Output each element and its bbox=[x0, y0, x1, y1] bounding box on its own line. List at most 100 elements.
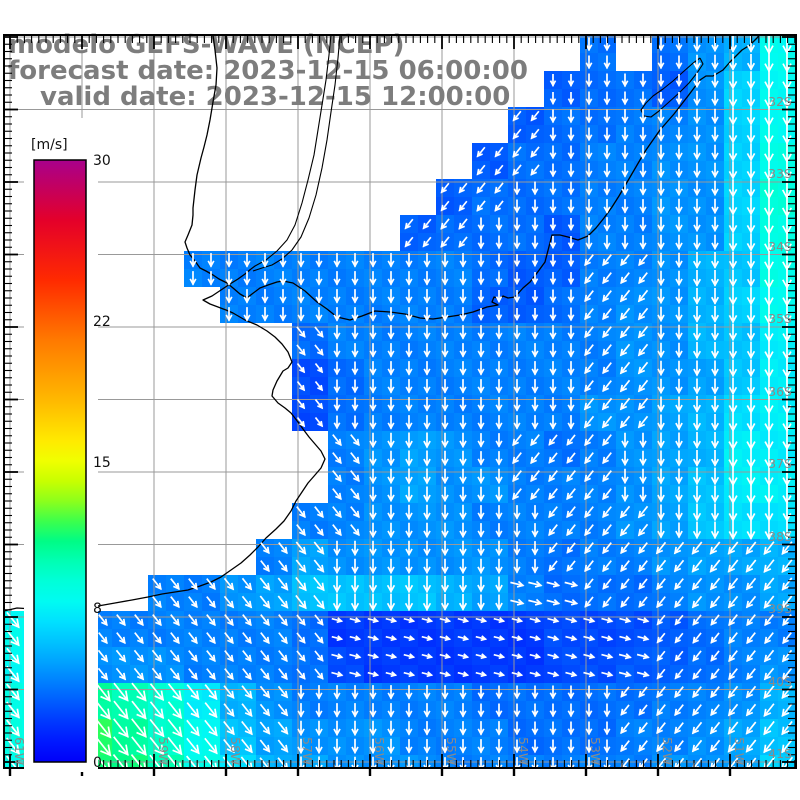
wind-arrow bbox=[511, 671, 524, 678]
wind-arrow bbox=[781, 756, 794, 768]
wind-arrow bbox=[495, 343, 503, 358]
wind-arrow bbox=[188, 632, 198, 645]
wind-arrow bbox=[332, 524, 342, 537]
wind-arrow bbox=[675, 504, 683, 521]
wind-arrow bbox=[621, 235, 629, 250]
wind-arrow bbox=[567, 685, 575, 700]
wind-arrow bbox=[620, 704, 630, 716]
wind-arrow bbox=[351, 415, 359, 430]
wind-arrow bbox=[692, 503, 702, 522]
wind-arrow bbox=[459, 253, 467, 268]
wind-arrow bbox=[693, 234, 701, 251]
wind-arrow bbox=[513, 505, 521, 520]
wind-arrow bbox=[223, 738, 235, 754]
wind-arrow bbox=[637, 289, 649, 303]
wind-arrow bbox=[296, 632, 306, 644]
wind-arrow bbox=[243, 307, 251, 322]
wind-arrow bbox=[405, 271, 413, 286]
wind-arrow bbox=[495, 523, 503, 538]
wind-arrow bbox=[584, 290, 594, 303]
wind-arrow bbox=[441, 307, 449, 322]
wind-arrow bbox=[510, 580, 525, 588]
wind-arrow bbox=[333, 343, 341, 358]
wind-arrow bbox=[152, 632, 162, 645]
wind-arrow bbox=[638, 704, 648, 716]
wind-arrow bbox=[495, 703, 503, 718]
wind-arrow bbox=[603, 55, 611, 70]
wind-speed-cell bbox=[94, 773, 112, 791]
wind-arrow bbox=[207, 271, 215, 286]
wind-arrow bbox=[439, 617, 452, 624]
wind-arrow bbox=[459, 343, 467, 358]
wind-arrow bbox=[350, 575, 360, 594]
wind-arrow bbox=[727, 541, 739, 555]
wind-arrow bbox=[693, 180, 701, 197]
longitude-label: 55W bbox=[444, 737, 459, 765]
wind-arrow bbox=[727, 595, 739, 609]
wind-arrow bbox=[620, 578, 630, 590]
longitude-label: 56W bbox=[372, 737, 387, 765]
wind-arrow bbox=[637, 505, 649, 519]
wind-arrow bbox=[188, 578, 198, 591]
wind-arrow bbox=[657, 432, 665, 449]
wind-arrow bbox=[369, 343, 377, 358]
wind-arrow bbox=[260, 542, 270, 555]
wind-arrow bbox=[170, 614, 180, 627]
wind-arrow bbox=[224, 614, 234, 627]
wind-arrow bbox=[513, 325, 521, 340]
wind-arrow bbox=[333, 253, 341, 268]
wind-arrow bbox=[746, 412, 756, 433]
wind-arrow bbox=[564, 598, 579, 606]
wind-arrow bbox=[495, 361, 503, 376]
wind-arrow bbox=[332, 488, 342, 501]
wind-arrow bbox=[639, 73, 647, 88]
wind-arrow bbox=[746, 125, 756, 144]
wind-arrow bbox=[728, 107, 738, 126]
wind-arrow bbox=[295, 559, 307, 573]
wind-arrow bbox=[295, 594, 307, 610]
wind-arrow bbox=[564, 580, 579, 588]
wind-arrow bbox=[369, 253, 377, 268]
wind-arrow bbox=[405, 325, 413, 340]
wind-arrow bbox=[781, 738, 793, 754]
wind-arrow bbox=[441, 468, 449, 485]
wind-arrow bbox=[151, 649, 163, 663]
wind-arrow bbox=[674, 650, 684, 662]
wind-arrow bbox=[224, 668, 234, 681]
wind-arrow bbox=[673, 541, 685, 555]
wind-arrow bbox=[746, 54, 756, 71]
wind-arrow bbox=[567, 271, 575, 286]
wind-arrow bbox=[260, 650, 270, 663]
wind-arrow bbox=[512, 488, 522, 501]
wind-arrow bbox=[423, 468, 431, 485]
wind-arrow bbox=[423, 397, 431, 412]
wind-arrow bbox=[727, 559, 739, 573]
wind-arrow bbox=[618, 671, 632, 678]
wind-arrow bbox=[259, 739, 271, 753]
wind-arrow bbox=[693, 126, 701, 143]
wind-arrow bbox=[620, 560, 630, 573]
wind-arrow bbox=[441, 271, 449, 286]
wind-arrow bbox=[314, 344, 324, 356]
wind-arrow bbox=[405, 721, 413, 736]
wind-arrow bbox=[675, 468, 683, 485]
wind-arrow bbox=[621, 127, 629, 142]
wind-arrow bbox=[459, 486, 467, 503]
wind-arrow bbox=[728, 125, 738, 144]
wind-arrow bbox=[259, 721, 271, 735]
wind-arrow bbox=[603, 685, 611, 700]
wind-arrow bbox=[638, 740, 648, 753]
wind-speed-cell bbox=[580, 773, 598, 791]
wind-arrow bbox=[423, 540, 431, 557]
wind-arrow bbox=[206, 614, 216, 627]
wind-arrow bbox=[350, 488, 360, 501]
wind-arrow bbox=[369, 397, 377, 412]
wind-arrow bbox=[459, 415, 467, 430]
wind-arrow bbox=[746, 359, 756, 378]
wind-arrow bbox=[602, 578, 612, 590]
wind-arrow bbox=[639, 145, 647, 160]
wind-arrow bbox=[350, 506, 360, 519]
wind-arrow bbox=[603, 109, 611, 124]
wind-arrow bbox=[530, 470, 540, 483]
wind-arrow bbox=[513, 397, 521, 412]
